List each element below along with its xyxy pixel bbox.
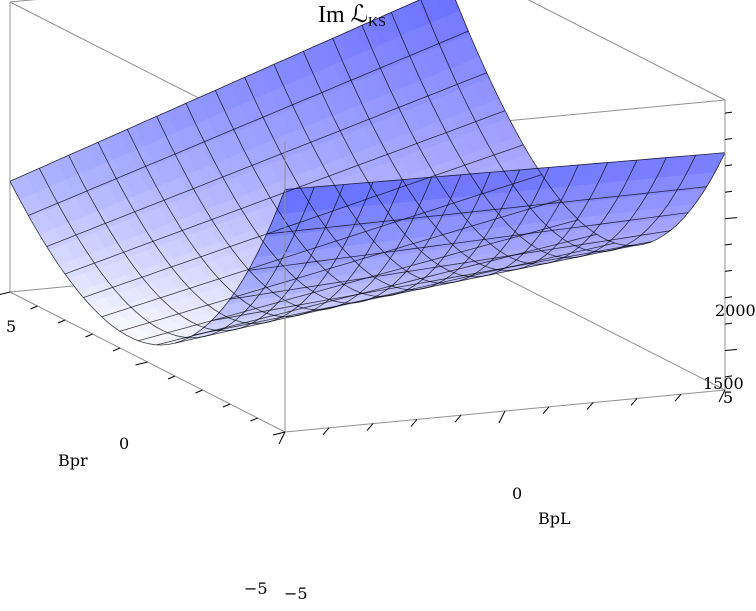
z-tick [724, 375, 733, 378]
mesh-line-bpr [174, 242, 616, 344]
mesh-line-bpl [244, 77, 521, 291]
y-axis-label: Bpr [58, 451, 88, 470]
x-tick [498, 410, 506, 424]
x-tick [410, 419, 418, 427]
mesh-line-bpl [455, 0, 726, 246]
z-tick [724, 348, 738, 351]
x-tick [454, 414, 462, 423]
y-tick [112, 347, 121, 352]
mesh-line-bpl [332, 38, 609, 271]
chart-title-subscript: KS [368, 15, 386, 30]
mesh-line-bpl [126, 129, 403, 318]
y-tick [57, 319, 66, 324]
y-tick [30, 305, 38, 310]
y-tick-label-max: 5 [6, 317, 16, 336]
mesh-line-bpr [156, 233, 597, 346]
z-tick [724, 190, 733, 193]
z-tick [724, 138, 733, 141]
y-tick-label-mid: 0 [119, 434, 129, 453]
mesh-line-bpl [273, 64, 550, 284]
mesh-line-bpl [156, 116, 433, 311]
surface [9, 0, 726, 346]
x-tick-label-max: 5 [723, 388, 733, 407]
y-tick [167, 375, 176, 380]
mesh-line-bpl [302, 51, 579, 278]
x-axis-label: BpL [538, 509, 571, 528]
mesh-line-bpl [361, 25, 638, 265]
axis-ticks [0, 111, 738, 445]
x-tick [674, 393, 682, 402]
x-tick-label-mid: 0 [512, 484, 522, 503]
z-tick-label-2000: 2000 [715, 301, 756, 320]
x-tick-label-min: −5 [284, 584, 308, 603]
mesh-line-bpr [193, 245, 634, 336]
x-tick [542, 406, 550, 415]
mesh-line-bpr [46, 72, 487, 247]
mesh-line-bpr [101, 174, 542, 318]
x-tick [718, 389, 726, 403]
x-tick [278, 431, 286, 445]
z-tick [724, 322, 733, 325]
x-tick [586, 402, 594, 410]
z-tick [724, 111, 733, 114]
mesh-line-bpl [214, 90, 491, 297]
box-edge-7 [9, 0, 37, 3]
x-tick [366, 423, 374, 431]
box-edge-6 [527, 0, 726, 101]
mesh-line-bpl [97, 142, 374, 325]
mesh-line-bpl [9, 181, 286, 346]
x-tick [322, 427, 330, 436]
mesh-line-bpl [38, 168, 315, 339]
mesh-line-bpr [284, 152, 726, 190]
mesh-line-bpl [390, 12, 667, 259]
z-tick [724, 296, 733, 299]
mesh-line-bpr [248, 212, 689, 271]
mesh-line-bpr [229, 230, 671, 300]
z-tick-label-1500: 1500 [703, 374, 744, 393]
x-tick [630, 398, 638, 406]
z-tick [724, 164, 733, 167]
mesh-line-bpr [266, 186, 707, 235]
mesh-line-bpl [420, 0, 697, 253]
z-tick [724, 243, 733, 246]
y-tick [135, 361, 148, 366]
y-tick [85, 333, 93, 338]
z-tick [724, 269, 733, 272]
y-tick [250, 417, 258, 422]
mesh-line-bpr [83, 144, 524, 298]
chart-title: Im ℒKS [318, 2, 386, 30]
mesh-line-bpr [138, 219, 579, 342]
mesh-line-bpl [185, 103, 462, 304]
mesh-line-bpr [28, 30, 469, 216]
mesh-line-bpr [9, 0, 421, 182]
y-tick [272, 431, 286, 436]
mesh-line-bpl [68, 155, 345, 331]
y-tick [195, 389, 203, 394]
mesh-line-bpr [119, 199, 561, 332]
z-tick [724, 217, 738, 220]
y-tick [0, 291, 11, 296]
y-tick-label-min: −5 [244, 579, 268, 598]
chart-title-main: Im ℒ [318, 2, 368, 28]
y-tick [222, 403, 231, 408]
